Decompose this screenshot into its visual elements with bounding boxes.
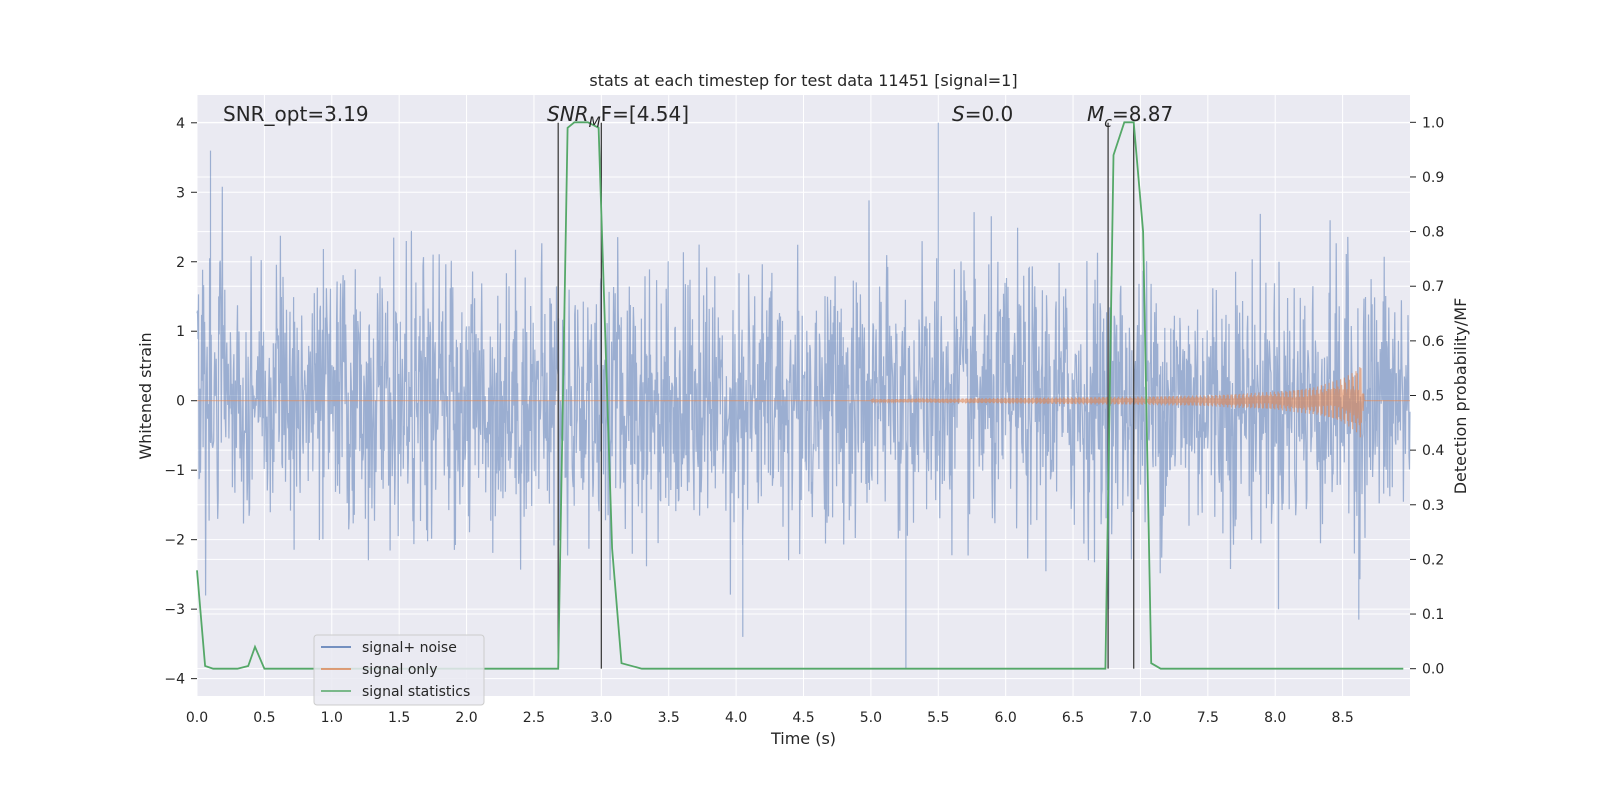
y-right-tick-label: 0.9 [1422,170,1444,186]
y-tick-label: 1 [176,324,185,340]
y-right-tick-label: 0.5 [1422,389,1444,405]
annotation-s-value: =0.0 [965,102,1014,126]
y-right-tick-label: 0.1 [1422,607,1444,623]
y-right-tick-label: 0.3 [1422,498,1444,514]
annotation-snr-mf-symbol: SNR [547,102,589,126]
y-tick-label: −1 [164,463,185,479]
annotation-mc-symbol: M [1087,102,1104,126]
signal-statistics-series [196,121,1404,670]
y-tick-label: 3 [176,185,185,201]
x-tick-label: 8.5 [1331,710,1353,726]
x-tick-label: 2.0 [455,710,477,726]
y-right-tick-label: 0.2 [1422,552,1444,568]
signal-only-trace [197,367,1410,438]
y-tick-label: 4 [176,116,185,132]
annotation-snr-mf-subscript: M [589,115,601,131]
legend-label-signal-only: signal only [362,662,437,678]
x-axis-label: Time (s) [770,729,836,748]
chart-title: stats at each timestep for test data 114… [589,71,1017,90]
y-right-tick-label: 0.4 [1422,443,1444,459]
y-tick-label: −2 [164,533,185,549]
x-tick-label: 4.5 [792,710,814,726]
y-right-tick-label: 0.8 [1422,225,1444,241]
annotation-s-symbol: S [952,102,965,126]
y-tick-label: −4 [164,672,185,688]
x-tick-label: 7.0 [1129,710,1151,726]
signal-statistics-line [196,121,1404,670]
legend-box [313,634,485,706]
signal-only-series [197,367,1410,438]
y-right-tick-label: 0.6 [1422,334,1444,350]
noise-trace [196,122,1411,669]
x-tick-label: 6.0 [995,710,1017,726]
x-tick-label: 1.0 [321,710,343,726]
x-tick-label: 3.0 [590,710,612,726]
annotation-snr-mf: SNRMF=[4.54] [547,102,689,131]
x-tick-label: 8.0 [1264,710,1286,726]
annotation-s: S=0.0 [952,102,1013,126]
x-tick-label: 4.0 [725,710,747,726]
x-tick-label: 0.0 [186,710,208,726]
x-tick-label: 0.5 [253,710,275,726]
x-tick-label: 5.0 [860,710,882,726]
annotation-snr-mf-value: F=[4.54] [601,102,689,126]
y-axis-right-label: Detection probability/MF [1451,298,1470,495]
x-tick-label: 6.5 [1062,710,1084,726]
x-tick-label: 7.5 [1197,710,1219,726]
y-axis-label: Whitened strain [136,332,155,459]
x-tick-label: 1.5 [388,710,410,726]
y-right-tick-label: 0.7 [1422,279,1444,295]
noise-series [196,122,1411,669]
annotation-snr-opt: SNR_opt=3.19 [223,102,369,126]
y-right-tick-label: 0.0 [1422,662,1444,678]
annotation-mc-subscript: c [1104,115,1112,131]
x-tick-label: 5.5 [927,710,949,726]
legend-label-noise: signal+ noise [362,640,457,656]
annotation-mc-value: =8.87 [1112,102,1173,126]
y-tick-label: 0 [176,394,185,410]
y-right-tick-label: 1.0 [1422,115,1444,131]
y-tick-label: 2 [176,255,185,271]
y-tick-label: −3 [164,602,185,618]
x-tick-label: 3.5 [658,710,680,726]
x-tick-label: 2.5 [523,710,545,726]
legend-label-signal-statistics: signal statistics [362,684,470,700]
tick-labels: 0.0 0.5 1.0 1.5 2.0 2.5 3.0 3.5 4.0 4.5 5.0 5.5 6.0 6… [164,115,1444,726]
annotation-chirp-mass: Mc=8.87 [1087,102,1173,131]
legend: signal+ noise signal only signal statist… [313,634,485,706]
